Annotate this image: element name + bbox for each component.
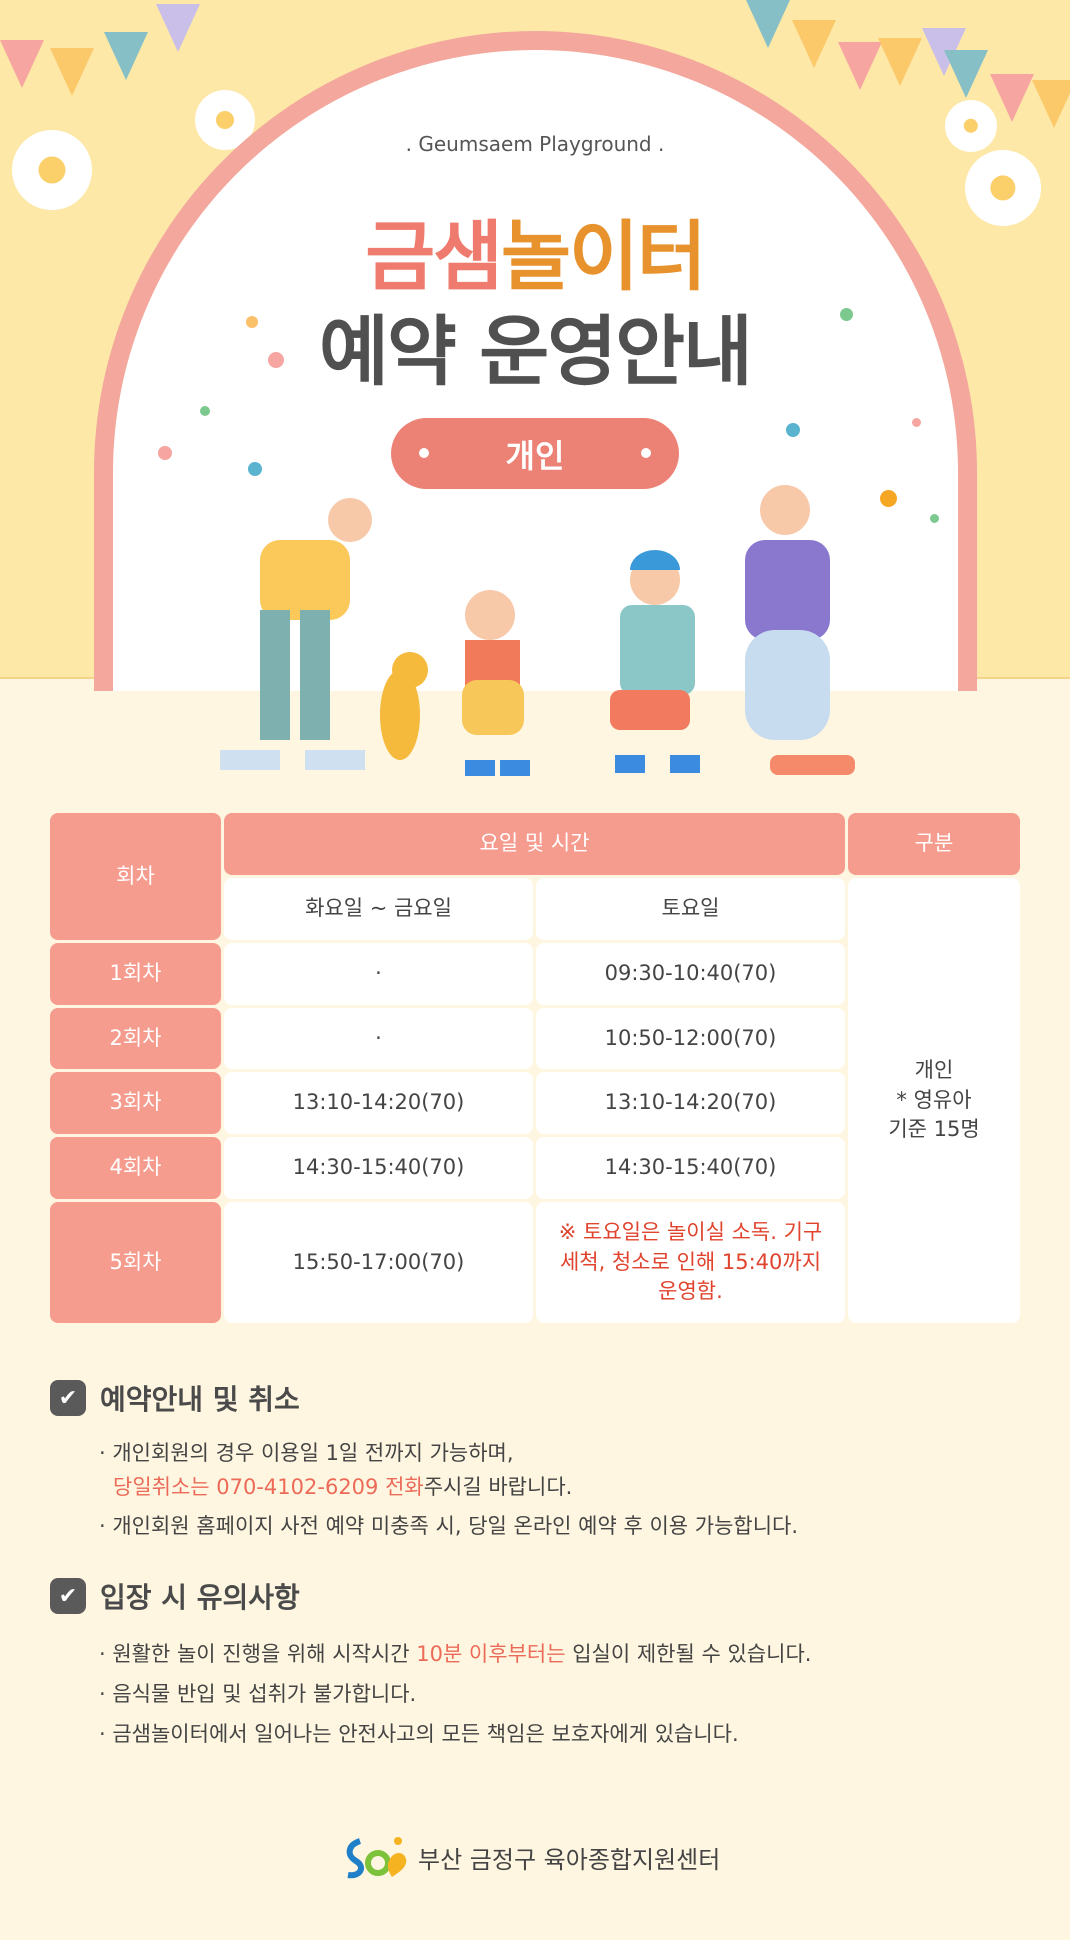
weekday-cell: ·	[224, 1008, 533, 1069]
saturday-cell: 13:10-14:20(70)	[536, 1072, 845, 1134]
title-part2: 놀이터	[501, 212, 707, 301]
man-figure	[745, 485, 855, 775]
woman-figure	[220, 498, 372, 770]
weekday-cell: 15:50-17:00(70)	[224, 1202, 533, 1323]
bullet-text: 입실이 제한될 수 있습니다.	[565, 1642, 812, 1666]
section-entry-notes: ✔ 입장 시 유의사항	[50, 1576, 300, 1616]
weekday-cell: ·	[224, 943, 533, 1005]
type-line: 개인	[914, 1058, 954, 1083]
checkbox-icon: ✔	[50, 1578, 86, 1614]
highlight-phone: 당일취소는 070-4102-6209 전화	[113, 1475, 424, 1499]
saturday-cell: 09:30-10:40(70)	[536, 943, 845, 1005]
session-cell: 4회차	[50, 1137, 221, 1199]
type-line: * 영유아	[896, 1087, 972, 1112]
org-logo-icon	[346, 1837, 407, 1879]
session-cell: 5회차	[50, 1202, 221, 1323]
dot-icon	[419, 448, 429, 458]
session-cell: 1회차	[50, 943, 221, 1005]
bullet-text: 주시길 바랍니다.	[423, 1475, 573, 1499]
checkbox-icon: ✔	[50, 1380, 86, 1416]
section-reservation: ✔ 예약안내 및 취소	[50, 1378, 300, 1418]
category-badge: 개인	[391, 418, 679, 489]
bullet: · 음식물 반입 및 섭취가 불가합니다.	[99, 1682, 417, 1706]
session-cell: 3회차	[50, 1072, 221, 1134]
english-subtitle: . Geumsaem Playground .	[405, 132, 665, 156]
header-weekday: 화요일 ~ 금요일	[224, 878, 533, 940]
header-saturday: 토요일	[536, 878, 845, 940]
section-title: 입장 시 유의사항	[100, 1581, 300, 1614]
bullet: · 원활한 놀이 진행을 위해 시작시간 10분 이후부터는 입실이 제한될 수…	[99, 1638, 811, 1668]
title-part1: 금샘	[365, 212, 503, 301]
header-daytime: 요일 및 시간	[224, 813, 845, 875]
girl-figure	[462, 590, 530, 776]
dog-figure	[380, 652, 428, 760]
header-session: 회차	[50, 813, 221, 940]
saturday-cell: 10:50-12:00(70)	[536, 1008, 845, 1069]
footer-org: 부산 금정구 육아종합지원센터	[340, 1835, 720, 1879]
saturday-notice-cell: ※ 토요일은 놀이실 소독. 기구세척, 청소로 인해 15:40까지 운영함.	[536, 1202, 845, 1323]
bullet: · 금샘놀이터에서 일어나는 안전사고의 모든 책임은 보호자에게 있습니다.	[99, 1722, 739, 1746]
org-name: 부산 금정구 육아종합지원센터	[418, 1845, 721, 1874]
weekday-cell: 14:30-15:40(70)	[224, 1137, 533, 1199]
section-title: 예약안내 및 취소	[100, 1383, 300, 1416]
page-title: 금샘놀이터	[0, 195, 1070, 305]
children-illustration	[220, 485, 855, 776]
highlight-text: 10분 이후부터는	[416, 1642, 566, 1666]
page-subtitle: 예약 운영안내	[319, 307, 753, 396]
saturday-cell: 14:30-15:40(70)	[536, 1137, 845, 1199]
badge-label: 개인	[505, 436, 565, 475]
type-line: 기준 15명	[888, 1117, 980, 1142]
header-type: 구분	[848, 813, 1020, 875]
bullet-text: · 원활한 놀이 진행을 위해 시작시간	[99, 1642, 417, 1666]
bullet: · 개인회원의 경우 이용일 1일 전까지 가능하며,	[99, 1441, 514, 1465]
session-cell: 2회차	[50, 1008, 221, 1069]
bullet-continuation: 당일취소는 070-4102-6209 전화주시길 바랍니다.	[113, 1471, 572, 1501]
bullet: · 개인회원 홈페이지 사전 예약 미충족 시, 당일 온라인 예약 후 이용 …	[99, 1514, 799, 1538]
weekday-cell: 13:10-14:20(70)	[224, 1072, 533, 1134]
boy-figure	[610, 550, 700, 773]
dot-icon	[641, 448, 651, 458]
